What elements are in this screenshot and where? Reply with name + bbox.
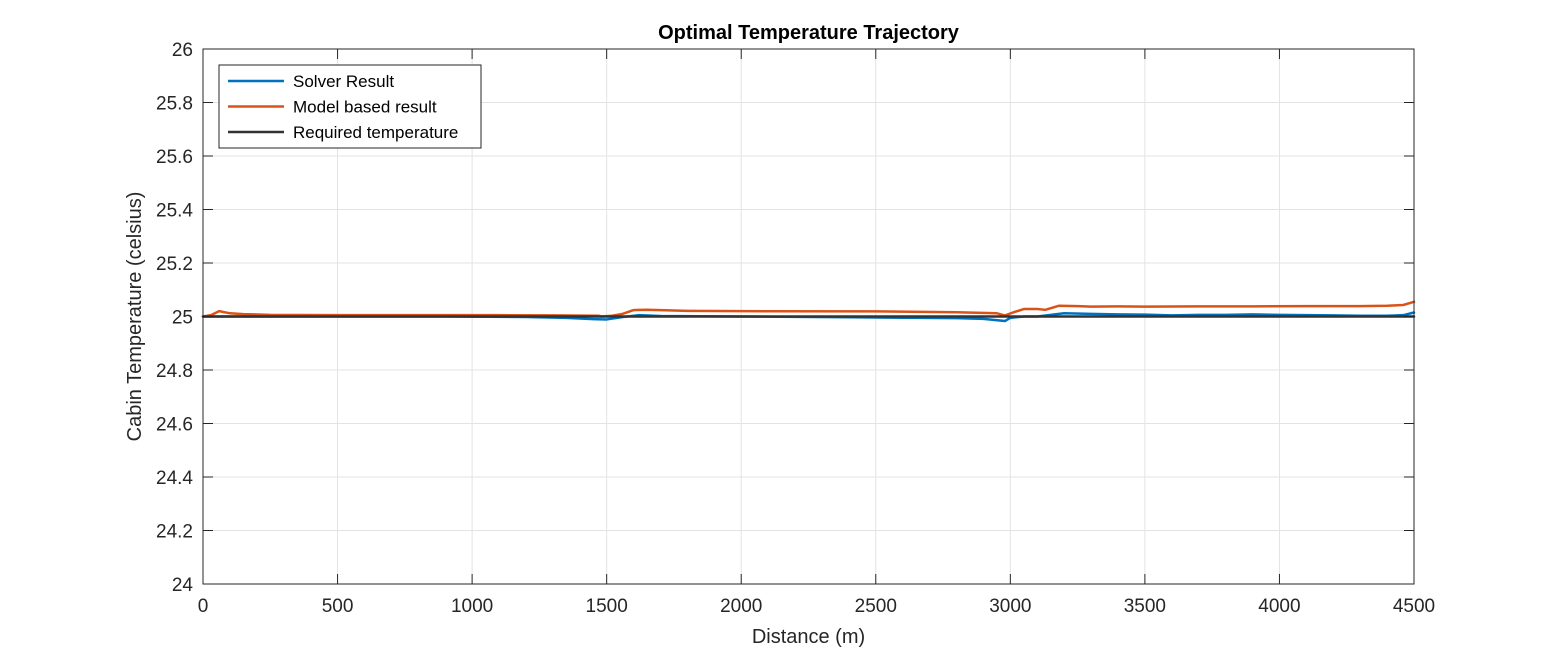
y-tick-label: 25.4 [156, 201, 193, 222]
y-tick-label: 24.2 [156, 522, 193, 543]
y-tick-label: 24.4 [156, 468, 193, 489]
axes [202, 48, 1415, 585]
series-line-2 [201, 300, 1416, 318]
y-tick-label: 25.6 [156, 147, 193, 168]
chart-title: Optimal Temperature Trajectory [658, 22, 960, 44]
x-tick-label: 2000 [720, 596, 762, 617]
legend-label-1: Solver Result [293, 72, 394, 91]
x-tick-label: 1500 [586, 596, 628, 617]
x-tick-label: 500 [322, 596, 354, 617]
x-tick-label: 1000 [451, 596, 493, 617]
y-tick-label: 25.8 [156, 94, 193, 115]
series-layer [201, 300, 1416, 323]
tick-labels: 0 500 1000 1500 2000 2500 3000 3500 4000 4500 24 24… [156, 40, 1435, 617]
legend-label-2: Model based result [293, 98, 437, 117]
y-axis-title: Cabin Temperature (celsius) [124, 192, 146, 442]
x-tick-label: 3000 [989, 596, 1031, 617]
legend: Solver Result Model based result Required … [218, 64, 482, 149]
x-tick-label: 0 [198, 596, 209, 617]
y-tick-label: 24.6 [156, 415, 193, 436]
y-tick-label: 24.8 [156, 361, 193, 382]
y-tick-label: 24 [172, 575, 194, 596]
x-tick-label: 4000 [1258, 596, 1300, 617]
x-axis-title: Distance (m) [752, 626, 865, 648]
x-tick-label: 4500 [1393, 596, 1435, 617]
y-tick-label: 25.2 [156, 254, 193, 275]
x-tick-label: 2500 [855, 596, 897, 617]
y-tick-label: 26 [172, 40, 193, 61]
y-tick-label: 25 [172, 308, 193, 329]
legend-label-3: Required temperature [293, 123, 458, 142]
x-tick-label: 3500 [1124, 596, 1166, 617]
